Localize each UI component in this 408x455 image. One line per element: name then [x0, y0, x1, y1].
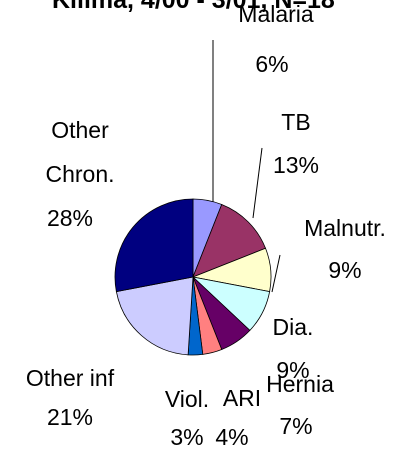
pie-slice [115, 276, 194, 356]
slice-label: Dia. [272, 314, 314, 340]
slice-value-label: 9% [276, 357, 310, 383]
pie-slice [114, 198, 194, 293]
leader-line [271, 254, 281, 293]
slice-label: TB [281, 109, 311, 135]
slice-value-label: 28% [46, 205, 94, 231]
slice-label: Other inf [25, 365, 115, 391]
leader-line [252, 147, 263, 219]
slice-value-label: 7% [279, 413, 313, 439]
slice-value-label: 21% [46, 404, 94, 430]
slice-value-label: 13% [272, 152, 320, 178]
slice-value-label: 4% [215, 424, 249, 450]
slice-label: Malnutr. [304, 215, 386, 241]
slice-label: Other Chron. [45, 117, 115, 187]
slice-label: Hernia [266, 371, 334, 397]
slice-value-label: 9% [328, 257, 362, 283]
slice-label: Viol. [164, 386, 210, 412]
slice-label: Malaria [238, 1, 314, 27]
pie-slice [192, 203, 267, 278]
slice-label: ARI [222, 385, 262, 411]
slice-value-label: 6% [255, 51, 289, 77]
slice-value-label: 3% [170, 424, 204, 450]
chart-title: Kilima, 4/00 - 3/01, N=18 [52, 0, 335, 14]
